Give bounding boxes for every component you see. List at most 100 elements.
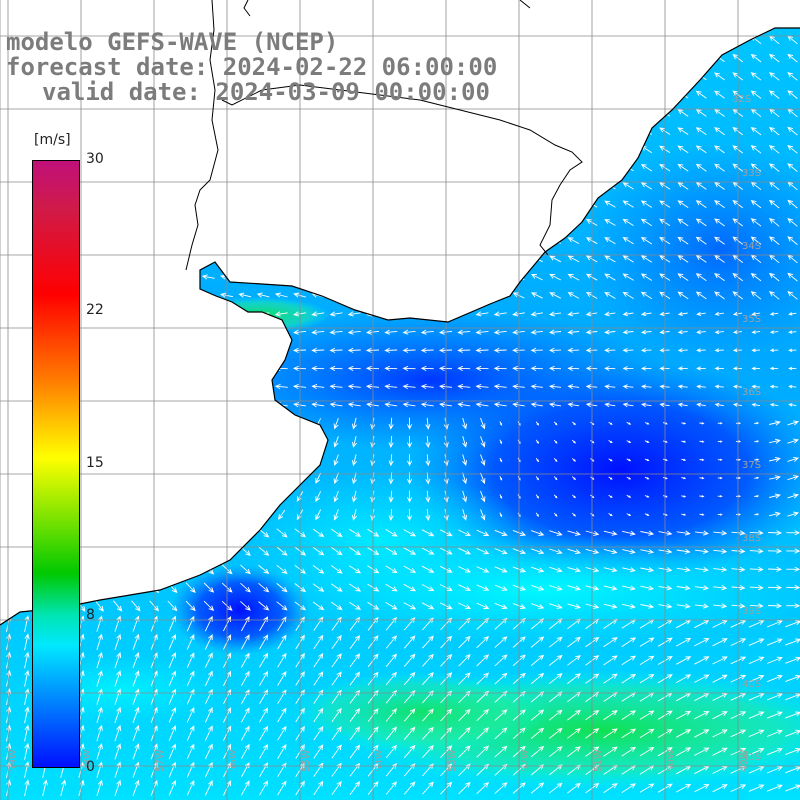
wind-arrow [567,655,581,666]
wind-arrow [388,435,394,449]
wind-arrow [604,347,616,353]
wind-arrow [494,782,508,794]
wind-arrow [494,727,508,740]
wind-arrow [204,725,213,741]
wind-arrow [204,707,213,723]
wind-arrow [351,490,357,503]
wind-arrow [640,182,653,190]
wind-arrow [604,329,616,335]
wind-arrow [385,708,397,722]
wind-arrow [640,585,655,591]
wind-arrow [622,567,636,573]
wind-arrow [766,729,783,737]
wind-arrow [571,512,576,517]
wind-arrow [351,417,357,430]
wind-arrow [329,311,343,317]
wind-arrow [553,494,558,499]
wind-arrow [785,729,800,737]
wind-arrow [748,711,765,719]
wind-arrow [603,567,618,573]
wind-arrow [604,273,616,281]
wind-arrow [331,707,342,723]
wind-arrow [349,780,361,795]
wind-arrow [695,548,709,554]
wind-arrow [331,671,342,686]
wind-arrow [644,440,650,443]
wind-arrow [204,652,213,668]
wind-arrow [96,779,103,797]
wind-arrow [333,509,339,521]
wind-arrow [713,585,728,591]
wind-arrow [622,237,634,245]
wind-arrow [535,512,539,517]
wind-arrow [114,743,122,760]
wind-arrow [767,548,783,554]
wind-arrow [331,726,342,741]
wind-arrow [749,548,764,554]
wind-arrow [313,707,324,723]
wind-arrow [603,530,618,536]
wind-arrow [712,729,728,738]
wind-arrow [457,365,471,371]
wind-arrow [750,53,762,63]
wind-arrow [787,53,798,63]
wind-arrow [712,620,728,628]
wind-arrow [421,547,435,555]
wind-arrow [458,566,472,573]
wind-arrow [331,780,342,796]
wind-arrow [494,566,508,573]
wind-arrow [695,603,709,609]
wind-arrow [203,582,215,593]
wind-arrow [696,311,706,317]
wind-arrow [385,602,398,610]
wind-arrow [567,709,581,721]
wind-arrow [622,329,634,335]
lat-label-36S: 36S [742,387,761,398]
wind-arrow [277,634,287,650]
wind-arrow [677,366,688,371]
lat-label-34S: 34S [742,241,761,252]
wind-arrow [787,420,799,426]
wind-arrow [277,707,287,723]
wind-arrow [603,673,618,684]
wind-arrow [567,746,581,757]
wind-arrow [766,784,783,792]
wind-arrow [24,633,30,651]
wind-arrow [349,726,361,741]
wind-arrow [384,402,398,408]
wind-arrow [530,329,543,335]
wind-arrow [785,620,800,628]
colorbar-tick-15: 15 [86,455,104,471]
wind-arrow [640,348,652,353]
wind-arrow [185,582,196,593]
wind-arrow [567,255,580,263]
wind-arrow [640,255,653,263]
wind-arrow [621,783,637,793]
wind-arrow [351,472,357,485]
wind-arrow [677,127,689,135]
wind-arrow [385,671,397,686]
wind-arrow [567,728,581,739]
wind-arrow [717,476,723,480]
wind-arrow [699,495,705,498]
wind-arrow [530,347,543,353]
lat-label-32S: 32S [732,94,751,105]
wind-arrow [787,438,799,444]
wind-arrow [347,329,361,335]
wind-arrow [604,218,616,226]
wind-arrow [259,743,269,759]
wind-arrow [751,384,761,389]
wind-arrow [276,601,288,611]
wind-arrow [754,421,760,425]
wind-arrow [422,781,434,795]
wind-arrow [769,438,781,444]
wind-arrow [626,494,632,498]
lon-label-55W: 55W [301,749,312,772]
wind-arrow [480,472,486,485]
wind-arrow [24,761,30,778]
wind-arrow [311,365,325,371]
wind-arrow [480,417,486,430]
wind-arrow [681,422,687,425]
wind-arrow [712,693,728,701]
wind-arrow [403,602,417,610]
